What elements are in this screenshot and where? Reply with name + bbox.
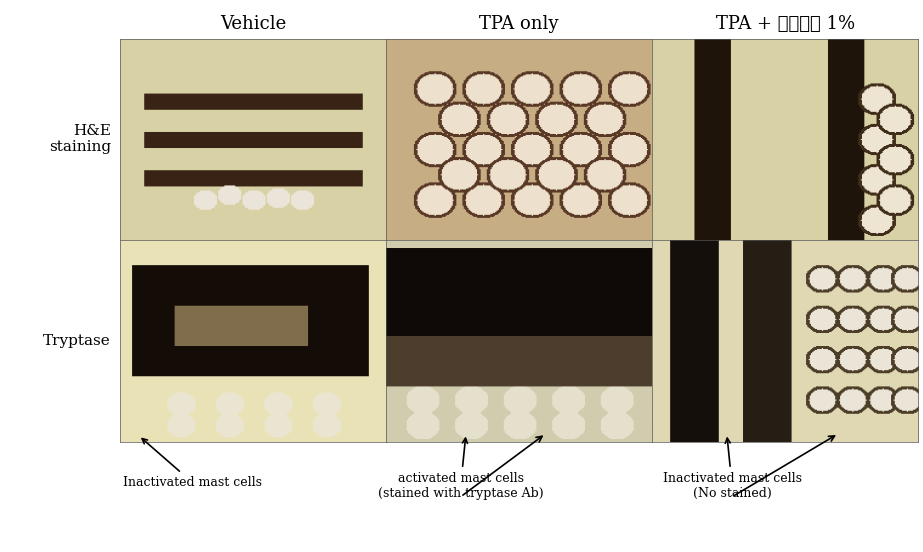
Text: Inactivated mast cells: Inactivated mast cells	[123, 439, 261, 489]
Text: H&E
staining: H&E staining	[49, 124, 111, 155]
Text: Tryptase: Tryptase	[43, 334, 111, 348]
Text: Vehicle: Vehicle	[220, 15, 286, 33]
Text: TPA + 왕겨초액 1%: TPA + 왕겨초액 1%	[715, 15, 855, 33]
Text: TPA only: TPA only	[479, 15, 559, 33]
Text: Inactivated mast cells
(No stained): Inactivated mast cells (No stained)	[663, 438, 801, 500]
Text: activated mast cells
(stained with tryptase Ab): activated mast cells (stained with trypt…	[378, 438, 544, 500]
